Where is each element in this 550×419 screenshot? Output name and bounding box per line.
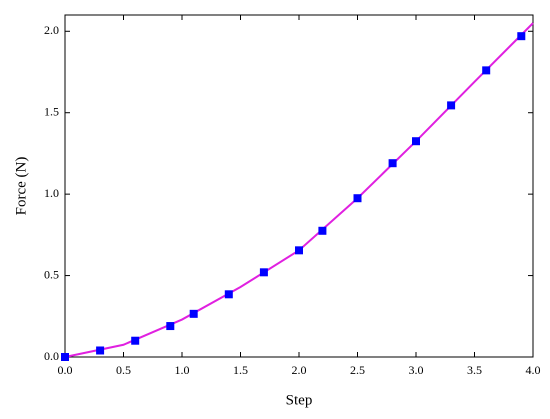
marker xyxy=(412,137,420,146)
y-tick-label: 0.5 xyxy=(44,267,59,281)
x-tick-label: 0.5 xyxy=(116,363,131,377)
marker xyxy=(96,346,105,355)
marker xyxy=(318,226,327,235)
marker xyxy=(447,101,456,110)
x-tick-label: 4.0 xyxy=(526,363,541,377)
x-tick-label: 1.0 xyxy=(175,363,190,377)
marker xyxy=(131,336,140,345)
x-tick-label: 3.5 xyxy=(467,363,482,377)
y-tick-label: 1.5 xyxy=(44,104,59,118)
x-axis-label: Step xyxy=(286,392,313,408)
y-tick-label: 2.0 xyxy=(44,23,59,37)
marker xyxy=(295,246,303,255)
marker xyxy=(517,32,526,41)
marker xyxy=(388,159,397,168)
marker xyxy=(189,309,198,318)
x-tick-label: 2.0 xyxy=(292,363,307,377)
marker xyxy=(224,290,233,299)
x-tick-label: 0.0 xyxy=(58,363,73,377)
marker xyxy=(166,322,175,331)
plot-frame xyxy=(64,14,534,358)
x-tick-label: 2.5 xyxy=(350,363,365,377)
marker xyxy=(353,194,362,203)
y-tick-label: 0.0 xyxy=(44,349,59,363)
marker xyxy=(482,66,491,75)
x-tick-label: 3.0 xyxy=(409,363,424,377)
marker xyxy=(61,353,69,361)
line xyxy=(64,22,534,358)
x-tick-label: 1.5 xyxy=(233,363,248,377)
y-tick-label: 1.0 xyxy=(44,186,59,200)
marker xyxy=(259,268,268,277)
y-axis-label: Force (N) xyxy=(13,157,29,216)
